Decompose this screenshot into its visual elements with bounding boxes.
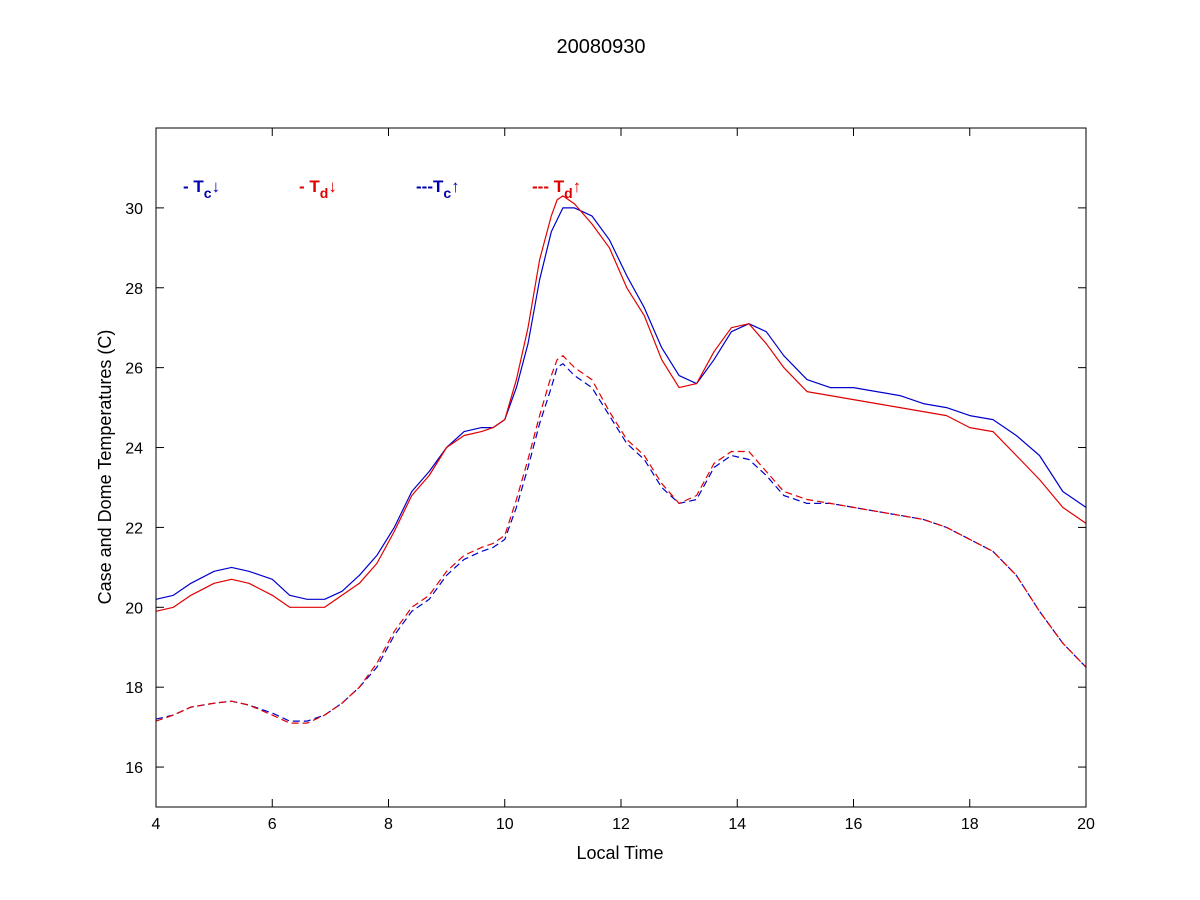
y-tick-label: 24 (125, 441, 143, 458)
legend-entry-4: --- Td↑ (532, 177, 581, 201)
series-layer (155, 195, 1087, 724)
legend-entry-2: - Td↓ (299, 177, 337, 201)
legend: - Tc↓ - Td↓ ---Tc↑ --- Td↑ (183, 177, 581, 201)
y-tick-label: 20 (125, 600, 143, 617)
legend-entry-1: - Tc↓ (183, 177, 220, 201)
ticks-layer: 4 6 8 10 12 14 16 18 20 16 18 20 22 24 26 28 30 (125, 128, 1095, 833)
chart-title: 20080930 (557, 36, 646, 58)
y-tick-label: 26 (125, 361, 143, 378)
y-tick-label: 22 (125, 520, 143, 537)
y-tick-label: 30 (125, 201, 143, 218)
y-tick-label: 28 (125, 281, 143, 298)
x-tick-label: 4 (152, 816, 161, 833)
series-line-2 (155, 195, 1087, 612)
x-tick-label: 20 (1077, 816, 1095, 833)
series-line-1 (155, 207, 1087, 600)
x-tick-label: 14 (728, 816, 746, 833)
x-tick-label: 12 (612, 816, 630, 833)
x-tick-label: 6 (268, 816, 277, 833)
series-line-4 (155, 355, 1087, 724)
x-tick-label: 16 (845, 816, 863, 833)
y-tick-label: 16 (125, 760, 143, 777)
x-tick-label: 8 (384, 816, 393, 833)
x-axis-title: Local Time (576, 843, 663, 863)
x-tick-label: 18 (961, 816, 979, 833)
x-tick-label: 10 (496, 816, 514, 833)
y-axis-title: Case and Dome Temperatures (C) (95, 330, 115, 605)
y-tick-label: 18 (125, 680, 143, 697)
legend-entry-3: ---Tc↑ (416, 177, 460, 201)
